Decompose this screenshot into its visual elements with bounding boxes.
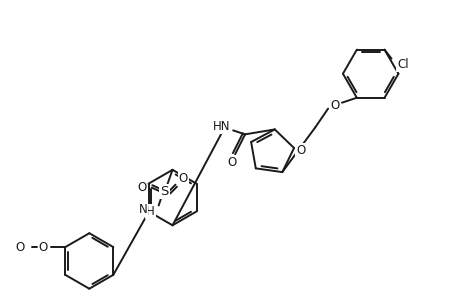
Text: H: H bbox=[146, 205, 155, 218]
Text: N: N bbox=[138, 203, 147, 216]
Text: O: O bbox=[39, 241, 48, 254]
Text: O: O bbox=[330, 99, 339, 112]
Text: O: O bbox=[137, 181, 146, 194]
Text: HN: HN bbox=[212, 120, 230, 133]
Text: Cl: Cl bbox=[397, 58, 408, 71]
Text: O: O bbox=[296, 143, 305, 157]
Text: O: O bbox=[179, 172, 188, 185]
Text: O: O bbox=[227, 156, 236, 169]
Text: S: S bbox=[160, 185, 168, 198]
Text: O: O bbox=[15, 241, 24, 254]
